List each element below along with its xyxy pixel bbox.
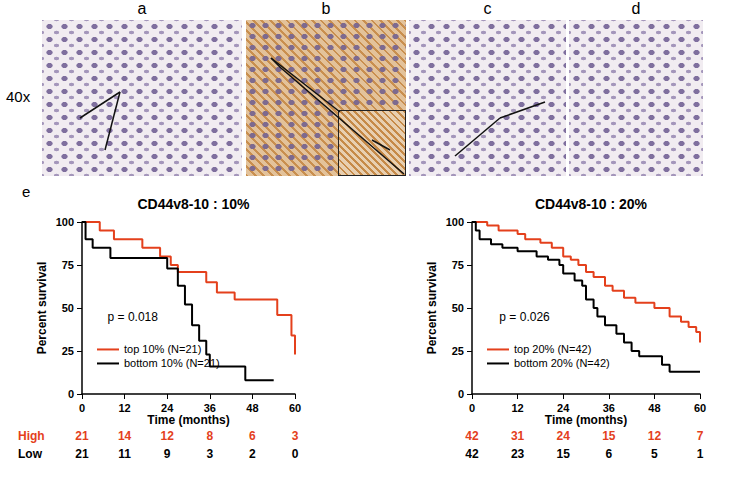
svg-text:bottom 20% (N=42): bottom 20% (N=42) — [514, 357, 610, 369]
svg-text:0: 0 — [458, 388, 464, 400]
svg-text:2: 2 — [249, 447, 256, 461]
svg-text:0: 0 — [469, 402, 475, 414]
svg-text:36: 36 — [603, 402, 615, 414]
svg-text:Time (months): Time (months) — [147, 413, 229, 427]
svg-text:50: 50 — [452, 302, 464, 314]
svg-text:36: 36 — [204, 402, 216, 414]
svg-text:p = 0.018: p = 0.018 — [108, 310, 159, 324]
svg-text:23: 23 — [511, 447, 525, 461]
svg-text:60: 60 — [289, 402, 301, 414]
svg-text:CD44v8-10 : 10%: CD44v8-10 : 10% — [137, 196, 250, 212]
html-text:40x: 40x — [6, 88, 31, 105]
svg-text:48: 48 — [246, 402, 258, 414]
html-text:a: a — [137, 0, 147, 17]
svg-text:top 10% (N=21): top 10% (N=21) — [124, 343, 201, 355]
svg-text:5: 5 — [651, 447, 658, 461]
svg-text:75: 75 — [452, 259, 464, 271]
svg-text:21: 21 — [75, 447, 89, 461]
svg-text:12: 12 — [648, 429, 662, 443]
svg-text:Percent survival: Percent survival — [35, 262, 49, 355]
svg-text:top 20% (N=42): top 20% (N=42) — [514, 343, 591, 355]
svg-text:24: 24 — [557, 429, 571, 443]
svg-text:High: High — [18, 429, 45, 443]
svg-text:75: 75 — [62, 259, 74, 271]
svg-text:24: 24 — [557, 402, 570, 414]
svg-text:48: 48 — [648, 402, 660, 414]
svg-text:6: 6 — [605, 447, 612, 461]
svg-text:12: 12 — [161, 429, 175, 443]
svg-text:0: 0 — [79, 402, 85, 414]
svg-text:CD44v8-10 : 20%: CD44v8-10 : 20% — [535, 196, 648, 212]
svg-text:0: 0 — [68, 388, 74, 400]
svg-text:31: 31 — [511, 429, 525, 443]
svg-text:0: 0 — [292, 447, 299, 461]
svg-text:25: 25 — [452, 345, 464, 357]
svg-text:100: 100 — [56, 216, 74, 228]
svg-text:3: 3 — [206, 447, 213, 461]
svg-text:25: 25 — [62, 345, 74, 357]
svg-text:9: 9 — [164, 447, 171, 461]
svg-text:6: 6 — [249, 429, 256, 443]
svg-text:24: 24 — [161, 402, 174, 414]
svg-text:Time (months): Time (months) — [545, 413, 627, 427]
svg-text:Low: Low — [18, 447, 43, 461]
svg-text:11: 11 — [118, 447, 131, 461]
html-text:d: d — [631, 0, 641, 17]
svg-text:Percent survival: Percent survival — [425, 262, 439, 355]
html-text:b: b — [321, 0, 331, 17]
svg-text:p = 0.026: p = 0.026 — [499, 310, 550, 324]
svg-text:12: 12 — [511, 402, 523, 414]
html-text:e: e — [22, 183, 31, 200]
svg-text:7: 7 — [697, 429, 704, 443]
svg-text:42: 42 — [465, 429, 479, 443]
svg-text:14: 14 — [118, 429, 132, 443]
html-text:c: c — [483, 0, 492, 17]
svg-text:bottom 10% (N=21): bottom 10% (N=21) — [124, 357, 220, 369]
svg-text:21: 21 — [75, 429, 89, 443]
svg-text:1: 1 — [697, 447, 704, 461]
svg-text:3: 3 — [292, 429, 299, 443]
svg-text:50: 50 — [62, 302, 74, 314]
svg-text:12: 12 — [118, 402, 130, 414]
svg-text:15: 15 — [557, 447, 571, 461]
svg-text:60: 60 — [694, 402, 706, 414]
svg-text:42: 42 — [465, 447, 479, 461]
svg-text:15: 15 — [602, 429, 616, 443]
svg-text:8: 8 — [206, 429, 213, 443]
svg-text:100: 100 — [446, 216, 464, 228]
